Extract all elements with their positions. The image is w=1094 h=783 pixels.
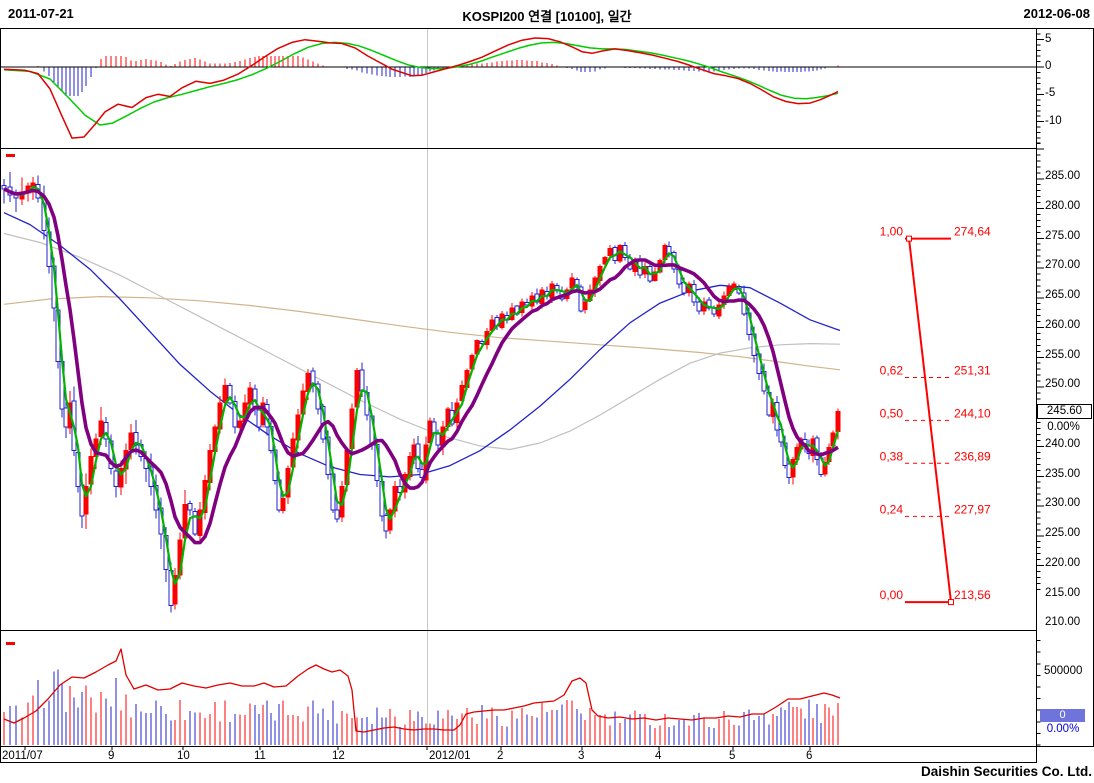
border-sep-volume bbox=[0, 630, 1037, 631]
x-axis-label: 2012/01 bbox=[429, 750, 471, 762]
volume-panel-legend-dash bbox=[6, 642, 15, 645]
chart-title: KOSPI200 연결 [10100], 일간 bbox=[462, 9, 632, 24]
price-panel[interactable]: 1,00 274,64 0,62 251,31 0,50 244,10 0,38 236,89… bbox=[0, 148, 1037, 630]
price-axis-label: 265.00 bbox=[1045, 289, 1081, 301]
x-axis-label: 2 bbox=[497, 750, 504, 762]
volume-panel[interactable] bbox=[0, 630, 1037, 746]
border-bottom bbox=[0, 746, 1094, 747]
x-axis-label: 5 bbox=[729, 750, 736, 762]
price-axis-label: 235.00 bbox=[1045, 467, 1081, 480]
last-price-box: 245.60 bbox=[1037, 404, 1092, 419]
oscillator-axis-label: 0 bbox=[1045, 60, 1052, 72]
fib-ratio-label: 0,24 bbox=[880, 502, 904, 516]
x-axis-label: 9 bbox=[108, 750, 115, 762]
fib-value-label: 251,31 bbox=[954, 363, 991, 377]
chart-end-date: 2012-06-08 bbox=[1023, 6, 1091, 21]
price-axis-label: 230.00 bbox=[1045, 497, 1081, 510]
volume-scale-label: 500000 bbox=[1044, 665, 1083, 677]
fib-value-label: 236,89 bbox=[954, 449, 991, 463]
oscillator-panel[interactable] bbox=[0, 28, 1037, 148]
price-axis-label: 240.00 bbox=[1045, 437, 1081, 450]
border-left bbox=[0, 28, 1, 763]
price-axis-label: 255.00 bbox=[1045, 348, 1081, 361]
x-axis-label: 11 bbox=[254, 750, 266, 762]
border-sep-oscillator bbox=[0, 148, 1037, 149]
price-axis-label: 260.00 bbox=[1045, 318, 1081, 331]
x-axis-label: 12 bbox=[332, 750, 345, 762]
oscillator-axis-label: 5 bbox=[1045, 32, 1052, 45]
price-axis-label: 275.00 bbox=[1045, 229, 1081, 242]
price-panel-legend-dash bbox=[6, 154, 15, 157]
price-axis-label: 210.00 bbox=[1045, 616, 1081, 629]
month-divider-line bbox=[427, 29, 428, 745]
price-axis-label: 225.00 bbox=[1045, 527, 1081, 539]
border-xaxis-bottom bbox=[0, 762, 1037, 763]
border-plot-right bbox=[1036, 28, 1037, 763]
last-price-change: 0.00% bbox=[1047, 421, 1080, 433]
volume-value-box: 0 bbox=[1040, 709, 1085, 722]
fib-ratio-label: 0,38 bbox=[880, 449, 904, 463]
fib-value-label: 213,56 bbox=[954, 588, 991, 602]
x-axis-label: 2011/07 bbox=[2, 750, 43, 762]
fib-ratio-label: 0,62 bbox=[880, 363, 904, 377]
price-axis-label: 285.00 bbox=[1045, 170, 1081, 182]
x-axis-label: 4 bbox=[655, 750, 662, 762]
volume-change-label: 0.00% bbox=[1046, 723, 1080, 735]
right-axis-ticks bbox=[1037, 33, 1044, 746]
price-axis-label: 215.00 bbox=[1045, 586, 1081, 599]
price-axis-label: 220.00 bbox=[1045, 556, 1081, 569]
price-axis-label: 250.00 bbox=[1045, 378, 1081, 391]
price-axis-label: 280.00 bbox=[1045, 199, 1081, 212]
price-axis-label: 270.00 bbox=[1045, 259, 1081, 272]
x-axis-label: 3 bbox=[578, 750, 585, 762]
x-axis-strip bbox=[24, 746, 811, 750]
fib-ratio-label: 1,00 bbox=[880, 225, 904, 239]
border-top bbox=[0, 28, 1094, 29]
fib-value-label: 244,10 bbox=[954, 406, 991, 420]
oscillator-axis-label: -10 bbox=[1045, 114, 1062, 127]
oscillator-axis-label: -5 bbox=[1045, 87, 1056, 100]
fib-ratio-label: 0,00 bbox=[880, 588, 904, 602]
brand-footer: Daishin Securities Co. Ltd. bbox=[920, 764, 1092, 779]
fib-value-label: 227,97 bbox=[954, 502, 991, 516]
fib-value-label: 274,64 bbox=[954, 225, 991, 239]
chart-start-date: 2011-07-21 bbox=[8, 6, 74, 21]
fib-ratio-label: 0,50 bbox=[880, 406, 904, 420]
x-axis-label: 10 bbox=[177, 750, 190, 762]
x-axis-label: 6 bbox=[806, 750, 813, 762]
